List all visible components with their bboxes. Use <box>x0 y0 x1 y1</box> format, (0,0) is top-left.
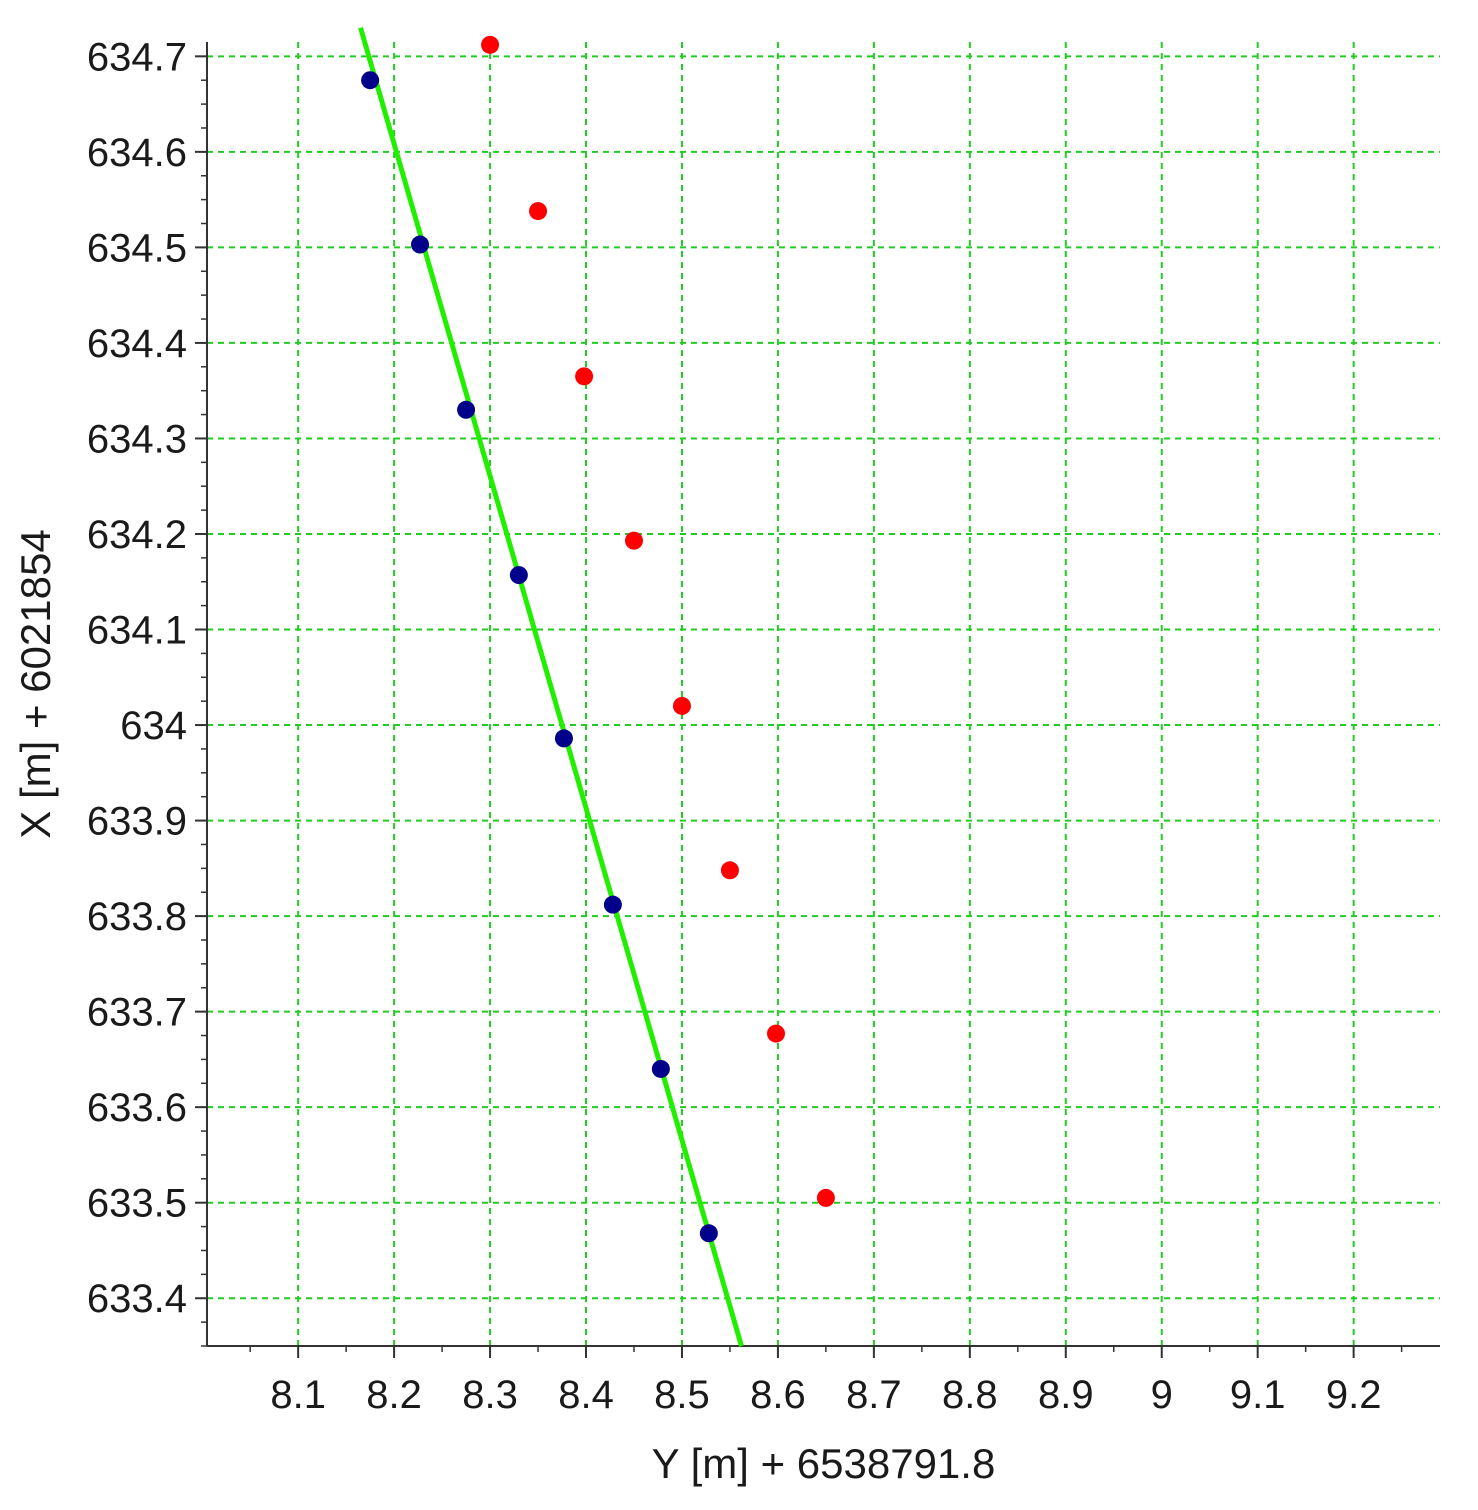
x-tick-label: 9.2 <box>1326 1373 1382 1417</box>
y-tick-label: 633.6 <box>87 1086 187 1130</box>
red-point <box>672 696 691 715</box>
x-tick-label: 9 <box>1151 1373 1173 1417</box>
y-tick-label: 634.4 <box>87 322 187 366</box>
y-tick-label: 633.8 <box>87 895 187 939</box>
red-point <box>575 367 594 386</box>
axes <box>195 42 1440 1358</box>
y-tick-label: 634.7 <box>87 35 187 79</box>
blue-point <box>457 400 476 419</box>
red-point <box>624 531 643 550</box>
x-tick-label: 8.2 <box>366 1373 422 1417</box>
blue-point <box>509 566 528 585</box>
x-tick-label: 9.1 <box>1230 1373 1286 1417</box>
y-tick-label: 634.6 <box>87 131 187 175</box>
y-tick-label: 634.2 <box>87 513 187 557</box>
red-point <box>529 202 548 221</box>
blue-point <box>361 71 380 90</box>
blue-point <box>699 1224 718 1243</box>
grid <box>207 42 1440 1346</box>
fit-line <box>358 26 744 1347</box>
y-tick-label: 633.5 <box>87 1182 187 1226</box>
y-tick-label: 634.3 <box>87 417 187 461</box>
blue-point <box>651 1059 670 1078</box>
y-tick-label: 634.5 <box>87 226 187 270</box>
red-point <box>720 861 739 880</box>
x-tick-label: 8.3 <box>462 1373 518 1417</box>
y-tick-label: 634 <box>120 704 187 748</box>
y-tick-label: 634.1 <box>87 609 187 653</box>
y-axis-label: X [m] + 6021854 <box>12 529 59 838</box>
red-point <box>481 35 500 54</box>
blue-point <box>554 729 573 748</box>
x-tick-label: 8.5 <box>654 1373 710 1417</box>
y-tick-label: 633.7 <box>87 991 187 1035</box>
x-axis-label: Y [m] + 6538791.8 <box>652 1440 996 1487</box>
plot-area <box>358 26 835 1347</box>
red-point <box>767 1024 786 1043</box>
blue-point <box>411 235 430 254</box>
tick-labels: 8.1 8.2 8.3 8.4 8.5 8.6 8.7 8.8 8.9 9 9.1 9.2 634.7 6… <box>87 35 1382 1417</box>
x-tick-label: 8.8 <box>942 1373 998 1417</box>
x-tick-label: 8.4 <box>558 1373 614 1417</box>
x-tick-label: 8.6 <box>750 1373 806 1417</box>
red-point <box>816 1188 835 1207</box>
x-tick-label: 8.7 <box>846 1373 902 1417</box>
blue-point <box>603 895 622 914</box>
x-tick-label: 8.9 <box>1038 1373 1094 1417</box>
y-tick-label: 633.4 <box>87 1277 187 1321</box>
x-tick-label: 8.1 <box>270 1373 326 1417</box>
y-tick-label: 633.9 <box>87 800 187 844</box>
